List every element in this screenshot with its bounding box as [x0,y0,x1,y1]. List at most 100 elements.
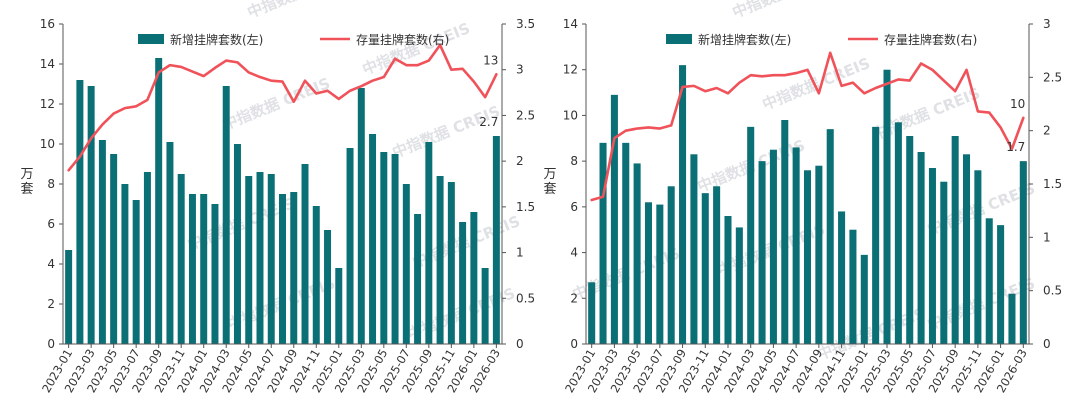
y-left-tick-label: 8 [47,177,55,191]
y-left-tick-label: 0 [47,337,55,351]
bar [256,172,264,344]
bar [860,254,868,344]
legend-bar-swatch [666,34,692,44]
y-left-tick-label: 0 [570,337,578,351]
bar [769,149,777,344]
bar [132,200,140,344]
bar [391,154,399,344]
y-left-tick-label: 12 [40,97,55,111]
legend-bar-swatch [138,34,164,44]
y-right-tick-label: 0 [1043,337,1051,351]
y-right-tick-label: 3 [1043,17,1051,31]
bar [883,69,891,345]
y-right-tick-label: 1.5 [516,200,535,214]
bar [656,204,664,344]
bar [222,86,230,344]
y-left-tick-label: 14 [563,17,578,31]
y-left-tick-label: 6 [47,217,55,231]
bar [245,176,253,344]
bar [644,202,652,344]
bar [872,126,880,344]
y-axis-unit-char: 万 [543,167,556,182]
bar [402,184,410,344]
bar [974,170,982,344]
bar [369,134,377,344]
bar [758,161,766,344]
bar [588,282,596,344]
bar [279,194,286,344]
bar [928,168,936,344]
bar [815,165,823,344]
y-axis-unit-char: 套 [543,181,556,197]
y-right-tick-label: 0.5 [516,291,535,305]
bar [633,163,641,344]
y-right-tick-label: 2.5 [1043,70,1062,84]
bar [155,58,163,344]
bar [447,182,455,344]
end-label-line: 13 [483,53,498,67]
bar [414,214,422,344]
y-right-tick-label: 2.5 [516,108,535,122]
bar [701,193,709,344]
bar [425,142,433,344]
bar [324,230,332,344]
bar [436,176,444,344]
legend-line-label: 存量挂牌套数(右) [356,32,449,47]
bar [690,154,698,344]
bar [735,227,743,344]
y-left-tick-label: 2 [47,297,55,311]
bar [622,142,630,344]
y-left-tick-label: 12 [563,63,578,77]
bar [492,136,500,344]
bar [985,218,993,344]
watermark-text: 中指数据 CREIS [390,102,503,162]
y-right-tick-label: 1 [516,246,524,260]
bar [997,225,1005,344]
bar [917,152,925,344]
end-label-line: 10 [1010,97,1025,111]
bar [301,164,309,344]
y-right-tick-label: 0.5 [1043,284,1062,298]
legend-line-label: 存量挂牌套数(右) [884,32,977,47]
y-left-tick-label: 4 [47,257,55,271]
y-right-tick-label: 1 [1043,230,1051,244]
bar [667,186,675,344]
bar [599,142,607,344]
watermark-text: 中指数据 CREIS [245,0,358,22]
y-axis-unit-char: 万 [20,167,33,182]
bar [713,186,721,344]
bar [1019,161,1027,344]
bar [346,148,354,344]
bar [143,172,151,344]
bar [951,136,959,344]
y-axis-unit-char: 套 [20,181,33,197]
bar [906,136,914,344]
bar [724,216,732,344]
bar [470,212,478,344]
bar [65,250,73,344]
bar [963,154,971,344]
y-left-tick-label: 16 [40,17,55,31]
bar [87,86,95,344]
bar [357,88,365,344]
y-left-tick-label: 10 [563,108,578,122]
y-left-tick-label: 10 [40,137,55,151]
bar [826,129,834,344]
bar [459,222,467,344]
y-left-tick-label: 2 [570,291,578,305]
y-right-tick-label: 3.5 [516,17,535,31]
watermark-text: 中指数据 CREIS [730,0,843,22]
bar [335,268,343,344]
bar [849,229,857,344]
legend-bar-label: 新增挂牌套数(左) [170,32,263,47]
bar [177,174,185,344]
y-left-tick-label: 6 [570,200,578,214]
y-right-tick-label: 2 [1043,124,1051,138]
y-right-tick-label: 1.5 [1043,177,1062,191]
bar [76,80,84,344]
bar [747,126,755,344]
y-right-tick-label: 0 [516,337,524,351]
bar [312,206,320,344]
watermark-text: 中指数据 CREIS [220,74,333,134]
